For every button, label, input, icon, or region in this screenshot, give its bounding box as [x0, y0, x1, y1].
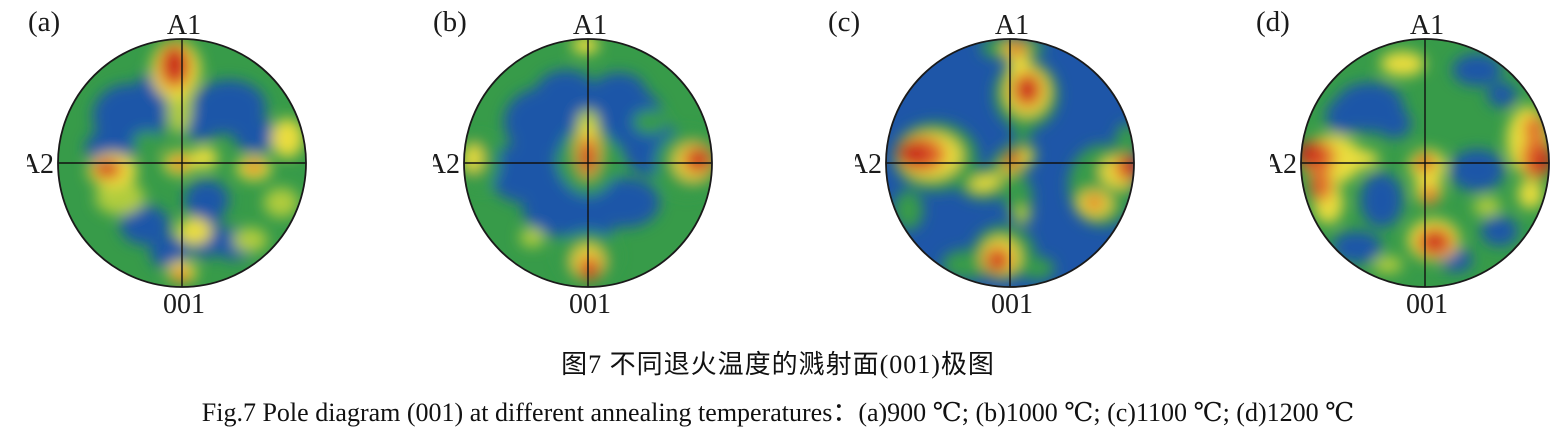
pole-figure-b: A1 A2 001 — [433, 10, 713, 320]
contour-blob — [535, 70, 596, 115]
contour-blob — [893, 190, 924, 230]
origin-001-label: 001 — [569, 289, 611, 320]
contour-blob — [234, 118, 279, 154]
panel-letter-b: (b) — [433, 6, 467, 38]
caption-chinese: 图7 不同退火温度的溅射面(001)极图 — [561, 350, 995, 379]
contour-blob — [1007, 41, 1025, 57]
circle-outline — [463, 38, 713, 288]
contour-blob — [172, 269, 190, 282]
contour-blob — [1019, 257, 1055, 280]
contour-blob — [689, 149, 710, 167]
contour-blob — [1473, 196, 1501, 217]
contour-blob — [1360, 172, 1403, 228]
contour-blob — [1487, 82, 1517, 108]
contour-blob — [263, 187, 299, 218]
contour-blob — [149, 236, 190, 269]
pole-figure-blobs — [1301, 51, 1549, 274]
contour-blob — [941, 249, 992, 280]
contour-blob — [120, 205, 170, 245]
contour-blob — [271, 118, 304, 158]
a2-label: A2 — [855, 149, 882, 180]
contour-blob — [519, 227, 545, 248]
caption-english: Fig.7 Pole diagram (001) at different an… — [201, 398, 1355, 427]
contour-blob — [1332, 231, 1382, 264]
contour-blob — [969, 174, 1001, 192]
contour-blob — [1480, 216, 1518, 247]
pole-figure-blobs — [85, 40, 304, 284]
contour-blob — [897, 141, 930, 165]
a2-label: A2 — [1270, 149, 1297, 180]
contour-blob — [96, 163, 114, 176]
pole-figure-d: A1 A2 001 — [1270, 10, 1550, 320]
contour-blob — [95, 180, 145, 216]
contour-blob — [1301, 141, 1323, 165]
contour-blob — [1325, 98, 1361, 134]
contour-blob — [1376, 108, 1412, 139]
contour-blob — [1533, 149, 1549, 172]
contour-blob — [1425, 232, 1445, 250]
contour-blob — [1309, 169, 1332, 202]
contour-blob — [132, 130, 163, 154]
contour-blob — [1422, 185, 1438, 206]
contour-blob — [1018, 78, 1037, 102]
contour-blob — [232, 227, 268, 253]
contour-blob — [591, 72, 647, 113]
a2-label: A2 — [433, 149, 460, 180]
pole-figure-c: A1 A2 001 — [855, 10, 1135, 320]
contour-blob — [464, 144, 483, 172]
contour-blob — [1417, 156, 1430, 168]
contour-blob — [1115, 123, 1134, 159]
panel-letter-a: (a) — [28, 6, 61, 38]
contour-blob — [177, 217, 212, 245]
a1-label: A1 — [573, 10, 607, 41]
pole-figure-clip-group — [886, 39, 1134, 287]
a1-label: A1 — [995, 10, 1029, 41]
contour-blob — [1085, 195, 1103, 211]
panel-letter-c: (c) — [828, 6, 861, 38]
a1-label: A1 — [167, 10, 201, 41]
contour-blob — [571, 39, 600, 54]
contour-blob — [632, 109, 668, 135]
contour-blob — [580, 148, 593, 171]
circle-outline — [1300, 38, 1550, 288]
pole-figure-clip-group — [464, 39, 712, 287]
pole-figure-blobs — [464, 39, 712, 281]
contour-blob — [1372, 256, 1403, 274]
origin-001-label: 001 — [991, 289, 1033, 320]
contour-blob — [1518, 179, 1543, 209]
circle-outline — [885, 38, 1135, 288]
circle-outline — [57, 38, 307, 288]
contour-blob — [1123, 156, 1134, 177]
pole-figure-blobs — [893, 39, 1134, 280]
contour-blob — [1005, 153, 1018, 171]
contour-blob — [1012, 115, 1033, 141]
origin-001-label: 001 — [163, 289, 205, 320]
contour-blob — [990, 253, 1005, 271]
contour-blob — [1449, 149, 1505, 192]
contour-blob — [583, 263, 598, 281]
a1-label: A1 — [1410, 10, 1444, 41]
pole-figure-a: A1 A2 001 — [27, 10, 307, 320]
contour-blob — [1452, 53, 1502, 87]
origin-001-label: 001 — [1406, 289, 1448, 320]
contour-blob — [1380, 51, 1425, 77]
panel-letter-d: (d) — [1256, 6, 1290, 38]
contour-blob — [163, 47, 186, 80]
contour-blob — [1013, 206, 1032, 224]
contour-blob — [1524, 115, 1544, 141]
a2-label: A2 — [27, 149, 54, 180]
